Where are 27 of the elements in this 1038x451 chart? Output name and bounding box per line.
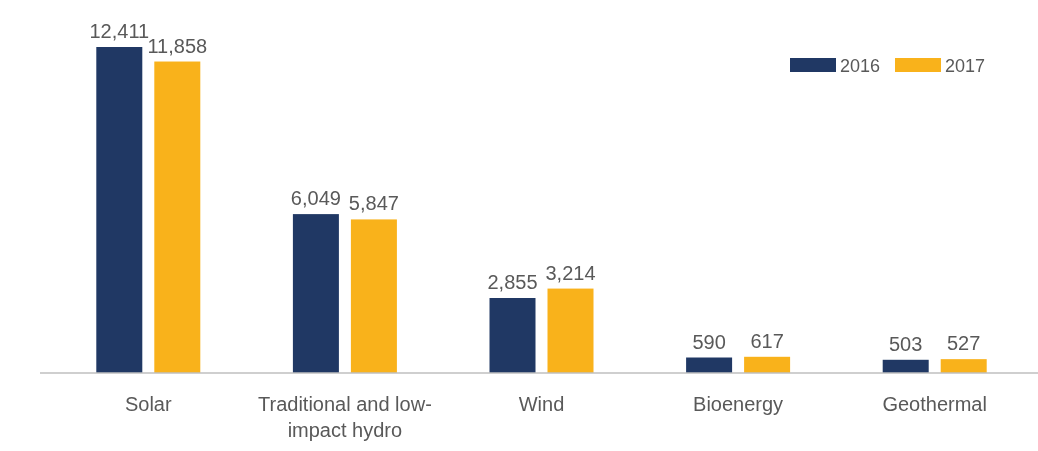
bar bbox=[489, 298, 536, 373]
bar bbox=[744, 356, 791, 373]
data-label: 2,855 bbox=[487, 271, 538, 294]
x-tick-label: Geothermal bbox=[882, 393, 987, 415]
bar bbox=[940, 359, 987, 373]
bar bbox=[350, 219, 397, 373]
bar bbox=[882, 359, 929, 373]
bar bbox=[547, 288, 594, 373]
x-tick-label: Bioenergy bbox=[693, 393, 784, 415]
bar bbox=[292, 214, 339, 373]
data-label: 503 bbox=[889, 332, 923, 355]
x-tick-label: Solar bbox=[124, 393, 172, 415]
bar bbox=[96, 47, 143, 373]
data-label: 527 bbox=[947, 332, 981, 355]
data-label: 12,411 bbox=[89, 20, 150, 42]
data-label: 6,049 bbox=[290, 187, 341, 210]
x-tick-label: Wind bbox=[518, 393, 565, 415]
data-label: 5,847 bbox=[348, 192, 399, 215]
data-label: 617 bbox=[750, 329, 784, 352]
data-label: 3,214 bbox=[545, 261, 596, 284]
bar bbox=[686, 357, 733, 373]
bar bbox=[154, 61, 201, 373]
x-tick-label: Traditional and low-impact hydro bbox=[258, 393, 432, 441]
data-label: 11,858 bbox=[147, 34, 208, 57]
data-label: 590 bbox=[692, 330, 726, 353]
legend-label: 2016 bbox=[840, 56, 881, 76]
legend-label: 2017 bbox=[945, 56, 986, 76]
